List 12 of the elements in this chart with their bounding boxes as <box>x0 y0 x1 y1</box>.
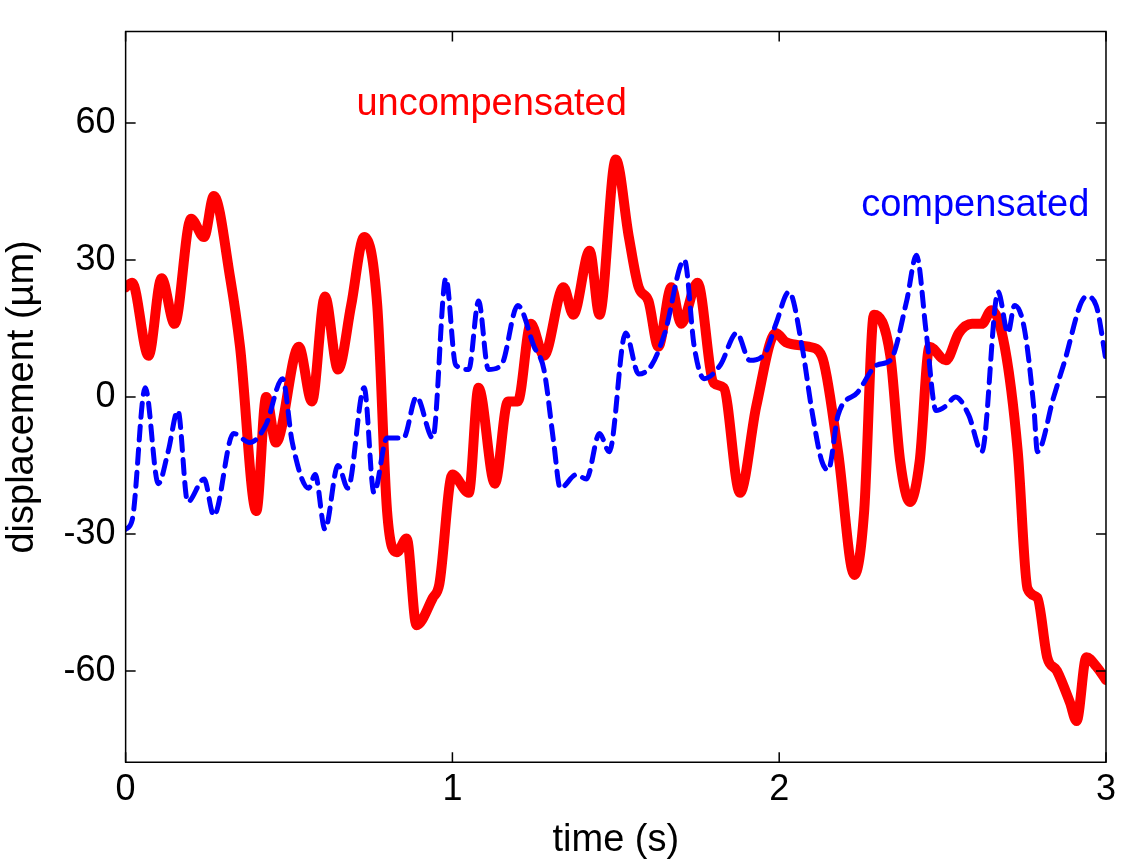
y-tick-label: 0 <box>95 373 116 415</box>
y-tick-label: -30 <box>63 510 116 552</box>
x-tick-label: 1 <box>442 766 463 808</box>
x-tick-label: 3 <box>1095 766 1116 808</box>
series-label: uncompensated <box>356 81 627 124</box>
y-tick-label: 60 <box>75 99 116 141</box>
x-tick-label: 2 <box>769 766 790 808</box>
y-tick-label: 30 <box>75 236 116 278</box>
y-tick-label: -60 <box>63 647 116 689</box>
y-axis-title: displacement (µm) <box>0 240 42 554</box>
series-label: compensated <box>861 181 1090 224</box>
x-axis-title: time (s) <box>552 816 680 859</box>
